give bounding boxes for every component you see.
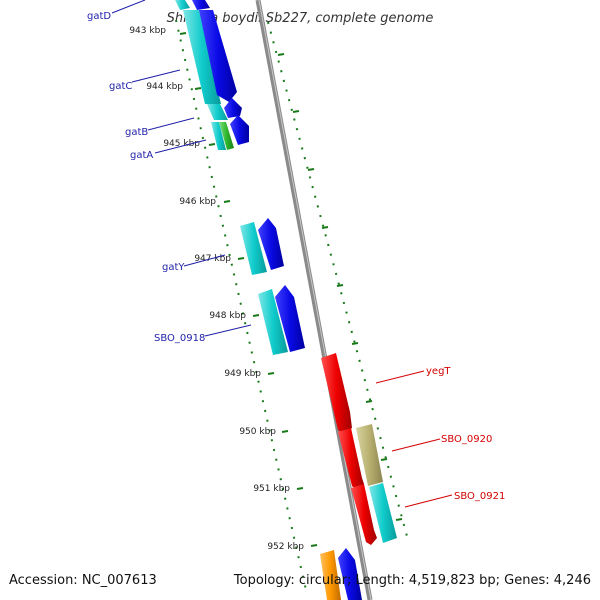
genome-stats-text: Topology: circular; Length: 4,519,823 bp… <box>233 573 591 588</box>
label-gatA[interactable]: gatA <box>130 150 153 161</box>
genome-backbone-highlight <box>258 0 372 600</box>
tick-label-947: 947 kbp <box>194 254 231 264</box>
tick-label-949: 949 kbp <box>224 369 261 379</box>
tick-label-951: 951 kbp <box>253 484 290 494</box>
label-gatY[interactable]: gatY <box>162 262 185 273</box>
gene-SBO_0920[interactable] <box>356 424 383 486</box>
genome-backbone <box>255 0 373 600</box>
gene-yegT-2[interactable] <box>338 428 364 490</box>
tick-label-948: 948 kbp <box>209 311 246 321</box>
accession-text: Accession: NC_007613 <box>9 573 157 588</box>
gene-yegT[interactable] <box>321 353 352 434</box>
label-gatB[interactable]: gatB <box>125 127 148 138</box>
gene-gatB-cyan[interactable] <box>207 104 228 120</box>
gene-gatC-blue[interactable] <box>199 10 237 102</box>
tick-label-946: 946 kbp <box>179 197 216 207</box>
right-label-leaders <box>375 370 453 508</box>
scale-ticks: 943 kbp 944 kbp 945 kbp 946 kbp 947 kbp … <box>129 26 318 552</box>
gene-gatA-cyan[interactable] <box>211 122 226 150</box>
gene-gatA-green[interactable] <box>219 122 234 150</box>
gene-yegT-3[interactable] <box>351 484 377 545</box>
left-label-leaders <box>111 0 252 337</box>
gene-bottom-orange[interactable] <box>320 550 341 600</box>
outer-major-ticks <box>277 53 403 521</box>
tick-label-945: 945 kbp <box>163 139 200 149</box>
label-SBO_0920[interactable]: SBO_0920 <box>441 434 492 445</box>
gene-gatD-blue[interactable] <box>192 0 210 10</box>
gene-SBO_0918-blue[interactable] <box>275 285 305 352</box>
gene-SBO_0921[interactable] <box>369 483 397 543</box>
label-SBO_0918[interactable]: SBO_0918 <box>154 333 205 344</box>
tick-label-944: 944 kbp <box>146 82 183 92</box>
gene-SBO_0918-cyan[interactable] <box>258 289 288 355</box>
gene-gatA-blue[interactable] <box>230 115 249 145</box>
gene-gatB-blue[interactable] <box>224 98 242 118</box>
gene-labels: gatD gatC gatB gatA gatY SBO_0918 yegT S… <box>87 11 505 502</box>
minus-strand-features <box>175 0 362 600</box>
label-SBO_0921[interactable]: SBO_0921 <box>454 491 505 502</box>
plus-strand-features <box>321 353 397 545</box>
gene-gatC-cyan[interactable] <box>183 10 221 104</box>
map-title: Shigella boydii Sb227, complete genome <box>167 11 434 26</box>
gene-gatY-cyan[interactable] <box>240 222 267 275</box>
gene-gatD-cyan[interactable] <box>175 0 190 10</box>
tick-label-943: 943 kbp <box>129 26 166 36</box>
outer-scale-track <box>267 21 409 541</box>
gene-bottom-blue[interactable] <box>338 548 362 600</box>
gene-gatY-blue[interactable] <box>258 218 284 270</box>
label-yegT[interactable]: yegT <box>426 366 451 377</box>
tick-label-952: 952 kbp <box>267 542 304 552</box>
label-gatD[interactable]: gatD <box>87 11 111 22</box>
tick-label-950: 950 kbp <box>239 427 276 437</box>
label-gatC[interactable]: gatC <box>109 81 132 92</box>
